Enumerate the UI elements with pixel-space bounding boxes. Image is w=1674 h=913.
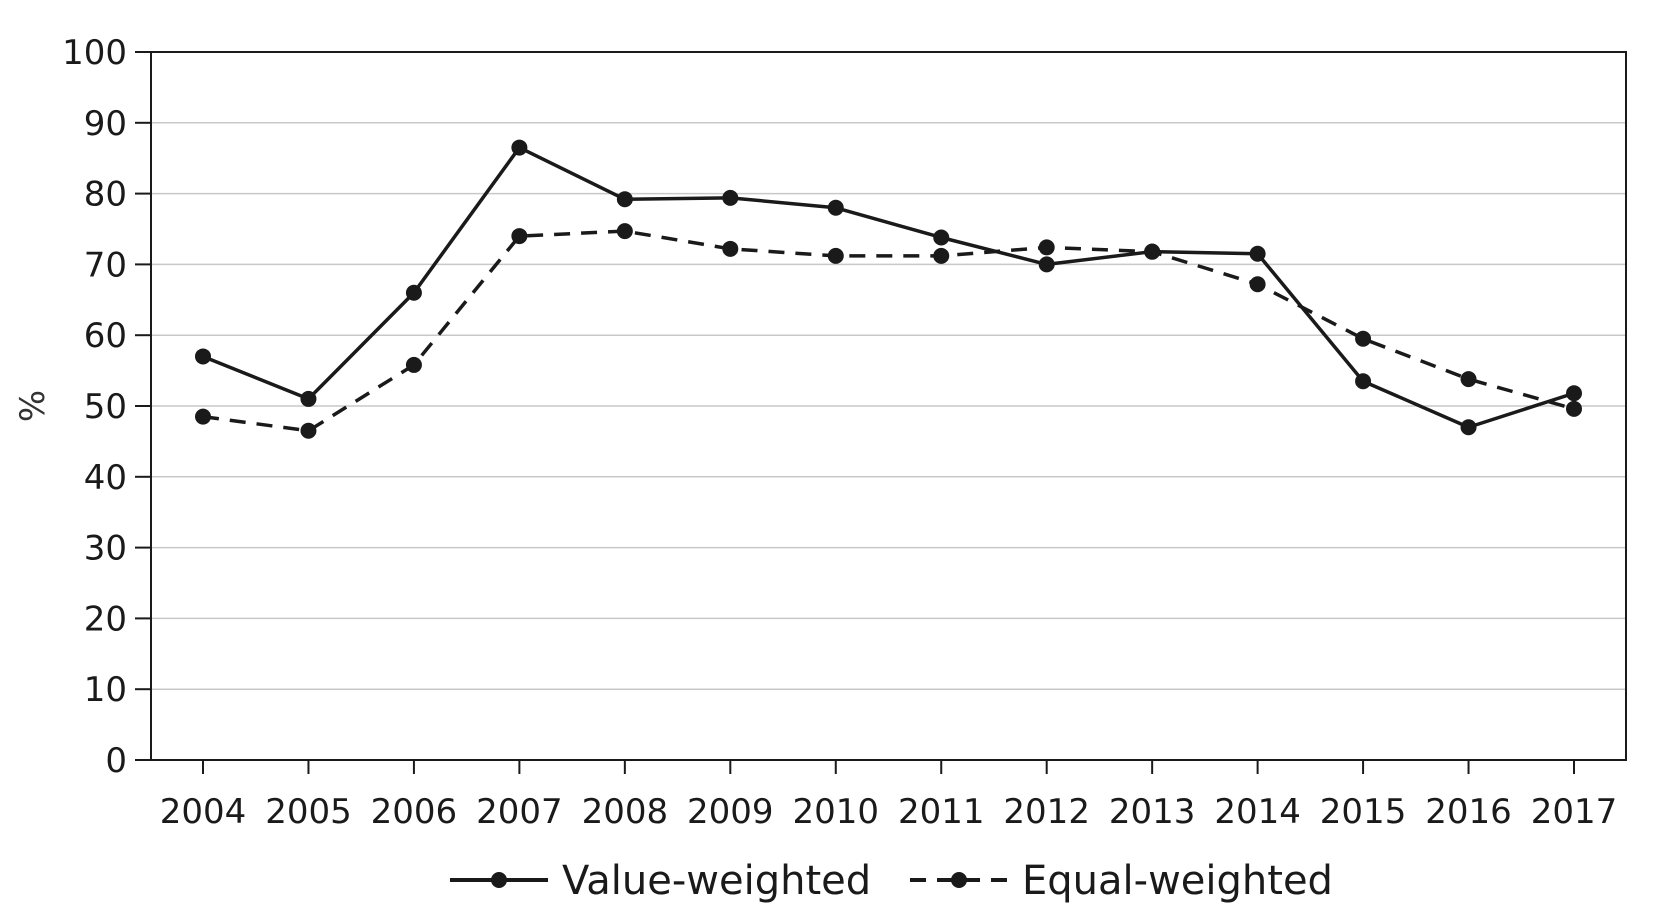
x-tick-label: 2007 bbox=[476, 792, 563, 832]
y-tick-label: 30 bbox=[84, 529, 127, 569]
grid-lines bbox=[151, 122, 1626, 690]
y-tick-label: 90 bbox=[84, 104, 127, 144]
data-point bbox=[511, 228, 528, 245]
x-tick-label: 2010 bbox=[793, 792, 880, 832]
x-tick-label: 2014 bbox=[1214, 792, 1301, 832]
data-point bbox=[1460, 419, 1477, 436]
data-point bbox=[195, 408, 211, 425]
data-point bbox=[195, 348, 211, 365]
x-tick-label: 2005 bbox=[265, 792, 352, 832]
x-tick-label: 2016 bbox=[1425, 792, 1512, 832]
y-tick-label: 0 bbox=[105, 741, 127, 781]
data-point bbox=[616, 191, 633, 208]
data-point bbox=[827, 199, 844, 216]
data-point bbox=[1249, 276, 1266, 293]
y-tick-label: 50 bbox=[84, 387, 127, 427]
x-tick-label: 2009 bbox=[687, 792, 774, 832]
data-point bbox=[511, 139, 528, 156]
series-line bbox=[202, 229, 1575, 433]
y-tick-label: 20 bbox=[84, 599, 127, 639]
data-point bbox=[722, 240, 739, 257]
x-tick-label: 2006 bbox=[371, 792, 458, 832]
x-tick-label: 2012 bbox=[1003, 792, 1090, 832]
data-point bbox=[1566, 400, 1582, 417]
data-point bbox=[1038, 256, 1055, 273]
data-point bbox=[1566, 385, 1582, 402]
x-tick-label: 2015 bbox=[1320, 792, 1407, 832]
y-tick-label: 70 bbox=[84, 245, 127, 285]
legend-marker bbox=[951, 872, 967, 888]
data-point bbox=[405, 356, 422, 373]
y-tick-label: 60 bbox=[84, 316, 127, 356]
data-point bbox=[933, 247, 950, 264]
x-tick-label: 2013 bbox=[1109, 792, 1196, 832]
series-1 bbox=[195, 223, 1582, 439]
y-tick-label: 10 bbox=[84, 670, 127, 710]
legend-item: Equal-weighted bbox=[910, 858, 1333, 904]
data-point bbox=[405, 284, 422, 301]
data-point bbox=[1249, 245, 1266, 262]
x-tick-label: 2011 bbox=[898, 792, 985, 832]
data-point bbox=[300, 422, 317, 439]
legend-item: Value-weighted bbox=[450, 858, 871, 904]
legend-label: Value-weighted bbox=[562, 858, 871, 904]
y-tick-label: 80 bbox=[84, 175, 127, 215]
data-point bbox=[1460, 371, 1477, 388]
data-point bbox=[1355, 373, 1372, 390]
y-axis: 0 10 20 30 40 50 60 70 80 90 100 bbox=[62, 33, 151, 781]
y-tick-label: 40 bbox=[84, 458, 127, 498]
series-line bbox=[202, 145, 1575, 429]
data-point bbox=[827, 247, 844, 264]
data-point bbox=[616, 223, 633, 240]
data-point bbox=[722, 189, 739, 206]
data-point bbox=[1144, 243, 1161, 260]
series-0 bbox=[195, 139, 1582, 436]
x-tick-label: 2008 bbox=[582, 792, 669, 832]
legend-label: Equal-weighted bbox=[1022, 858, 1333, 904]
legend-marker bbox=[491, 872, 507, 888]
y-tick-label: 100 bbox=[62, 33, 127, 73]
series-layer bbox=[195, 139, 1582, 439]
x-tick-label: 2017 bbox=[1531, 792, 1618, 832]
x-axis: 2004 2005 2006 2007 2008 2009 2010 2011 2012 2013… bbox=[160, 760, 1618, 832]
legend: Value-weighted Equal-weighted bbox=[450, 858, 1333, 904]
data-point bbox=[1355, 330, 1372, 347]
x-tick-label: 2004 bbox=[160, 792, 247, 832]
data-point bbox=[1038, 239, 1055, 256]
data-point bbox=[933, 229, 950, 246]
y-axis-title: % bbox=[13, 390, 53, 422]
data-point bbox=[300, 390, 317, 407]
